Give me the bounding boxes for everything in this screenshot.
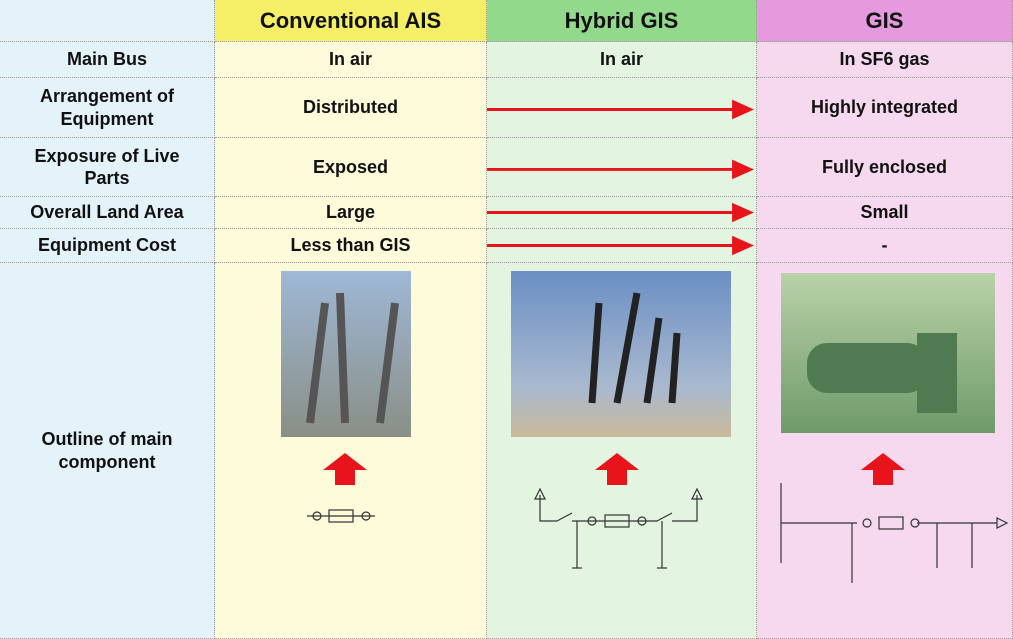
row-label: Overall Land Area	[0, 197, 215, 229]
up-arrow	[861, 453, 905, 485]
row-label: Equipment Cost	[0, 229, 215, 263]
cell	[487, 197, 757, 229]
cell: In air	[487, 42, 757, 78]
photo	[511, 271, 731, 437]
component-figure	[487, 263, 757, 638]
arrow	[487, 78, 756, 137]
comparison-table: Conventional AIS Hybrid GIS GIS Main Bus…	[0, 0, 1013, 639]
cell: Distributed	[215, 78, 487, 138]
row-label: Exposure of Live Parts	[0, 138, 215, 197]
cell	[487, 138, 757, 197]
cell	[487, 229, 757, 263]
cell: Small	[757, 197, 1013, 229]
row-label: Outline of main component	[0, 263, 215, 639]
column-header: Conventional AIS	[215, 0, 487, 42]
component-figure	[757, 263, 1013, 638]
cell	[487, 263, 757, 639]
column-header: GIS	[757, 0, 1013, 42]
arrow	[487, 138, 756, 196]
cell: In SF6 gas	[757, 42, 1013, 78]
cell: Fully enclosed	[757, 138, 1013, 197]
arrow	[487, 197, 756, 228]
cell: Less than GIS	[215, 229, 487, 263]
cell	[757, 263, 1013, 639]
cell: Exposed	[215, 138, 487, 197]
corner-cell	[0, 0, 215, 42]
cell	[487, 78, 757, 138]
column-header: Hybrid GIS	[487, 0, 757, 42]
cell: -	[757, 229, 1013, 263]
cell: In air	[215, 42, 487, 78]
up-arrow	[595, 453, 639, 485]
cell: Large	[215, 197, 487, 229]
component-figure	[215, 263, 487, 638]
arrow	[487, 229, 756, 262]
row-label: Main Bus	[0, 42, 215, 78]
cell: Highly integrated	[757, 78, 1013, 138]
cell	[215, 263, 487, 639]
row-label: Arrangement of Equipment	[0, 78, 215, 138]
up-arrow	[323, 453, 367, 485]
